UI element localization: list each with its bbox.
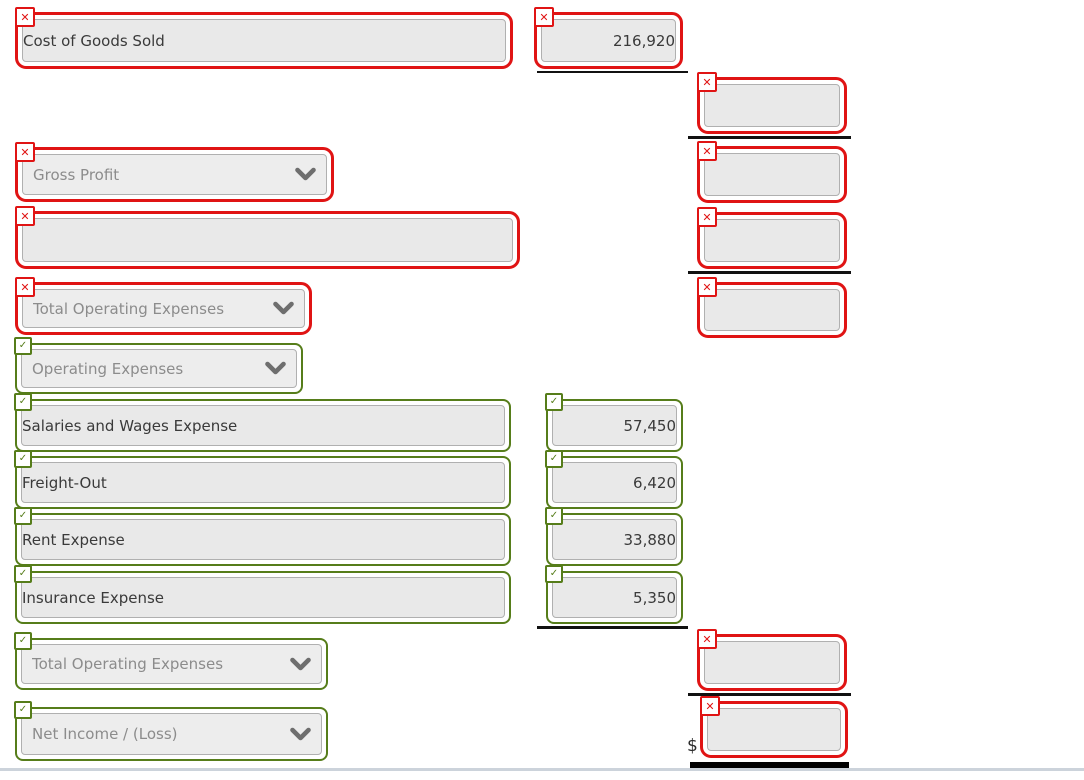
correct-check-icon: ✓ xyxy=(545,393,563,411)
gross-profit-amount-input[interactable] xyxy=(704,153,840,196)
correct-check-icon: ✓ xyxy=(14,507,32,525)
operating-expenses-select[interactable]: Operating Expenses xyxy=(21,349,297,388)
freight-out-amount-input[interactable] xyxy=(552,462,677,503)
freight-out-account-input[interactable] xyxy=(21,462,505,503)
insurance-amount-input[interactable] xyxy=(552,577,677,618)
anno-operating-expenses-select: ✓ Operating Expenses xyxy=(14,337,303,394)
correct-check-icon: ✓ xyxy=(14,450,32,468)
rent-account-input[interactable] xyxy=(21,519,505,560)
anno-freight-label: ✓ xyxy=(14,450,511,509)
anno-total-operating-expenses-select-2: ✓ Total Operating Expenses xyxy=(14,632,328,690)
chevron-down-icon xyxy=(290,727,311,740)
net-income-select[interactable]: Net Income / (Loss) xyxy=(21,713,322,755)
anno-insurance-amount: ✓ xyxy=(545,565,683,624)
total-operating-expenses-selected-value-1: Total Operating Expenses xyxy=(33,299,225,318)
incorrect-x-icon: ✕ xyxy=(697,72,717,92)
correct-check-icon: ✓ xyxy=(545,507,563,525)
anno-salaries-label: ✓ xyxy=(14,393,511,452)
chevron-down-icon xyxy=(290,657,311,670)
anno-blank-amount-2: ✕ xyxy=(697,207,847,269)
incorrect-x-icon: ✕ xyxy=(15,7,35,27)
blank-amount-input-3[interactable] xyxy=(704,289,840,331)
rent-amount-input[interactable] xyxy=(552,519,677,560)
correct-check-icon: ✓ xyxy=(14,393,32,411)
anno-rent-label: ✓ xyxy=(14,507,511,566)
incorrect-x-icon: ✕ xyxy=(697,277,717,297)
anno-rent-amount: ✓ xyxy=(545,507,683,566)
subtotal-rule xyxy=(688,136,851,139)
anno-freight-amount: ✓ xyxy=(545,450,683,509)
blank-amount-input-1[interactable] xyxy=(704,84,840,127)
anno-net-income-amount: ✕ xyxy=(700,696,848,758)
anno-blank-amount-1: ✕ xyxy=(697,72,847,134)
subtotal-rule xyxy=(537,71,688,73)
correct-check-icon: ✓ xyxy=(14,565,32,583)
gross-profit-selected-value: Gross Profit xyxy=(33,165,120,184)
anno-total-amount: ✕ xyxy=(697,629,847,691)
cogs-account-input[interactable] xyxy=(22,19,506,62)
net-income-amount-input[interactable] xyxy=(707,708,841,751)
cogs-amount-input[interactable] xyxy=(541,19,676,62)
anno-insurance-label: ✓ xyxy=(14,565,511,624)
subtotal-rule xyxy=(537,626,688,629)
anno-cogs-label: ✕ xyxy=(15,7,513,69)
correct-check-icon: ✓ xyxy=(14,337,32,355)
bottom-divider xyxy=(0,768,1084,771)
chevron-down-icon xyxy=(273,301,294,315)
chevron-down-icon xyxy=(295,167,316,181)
anno-cogs-amount: ✕ xyxy=(534,7,683,69)
incorrect-x-icon: ✕ xyxy=(534,7,554,27)
incorrect-x-icon: ✕ xyxy=(15,142,35,162)
total-operating-expenses-select-2[interactable]: Total Operating Expenses xyxy=(21,644,322,684)
anno-gross-profit-select: ✕ Gross Profit xyxy=(15,142,334,202)
total-operating-expenses-selected-value-2: Total Operating Expenses xyxy=(32,655,224,673)
anno-gross-profit-amount: ✕ xyxy=(697,141,847,203)
blank-account-input[interactable] xyxy=(22,218,513,262)
correct-check-icon: ✓ xyxy=(14,632,32,650)
correct-check-icon: ✓ xyxy=(545,565,563,583)
subtotal-rule xyxy=(688,693,851,696)
chevron-down-icon xyxy=(265,361,286,375)
salaries-amount-input[interactable] xyxy=(552,405,677,446)
anno-net-income-select: ✓ Net Income / (Loss) xyxy=(14,701,328,761)
grand-total-rule xyxy=(690,762,849,768)
insurance-account-input[interactable] xyxy=(21,577,505,618)
correct-check-icon: ✓ xyxy=(14,701,32,719)
incorrect-x-icon: ✕ xyxy=(15,277,35,297)
incorrect-x-icon: ✕ xyxy=(697,141,717,161)
salaries-account-input[interactable] xyxy=(21,405,505,446)
incorrect-x-icon: ✕ xyxy=(697,629,717,649)
currency-symbol: $ xyxy=(687,736,698,756)
operating-expenses-selected-value: Operating Expenses xyxy=(32,359,184,378)
subtotal-rule xyxy=(688,271,851,274)
anno-blank-amount-3: ✕ xyxy=(697,277,847,338)
anno-blank-account: ✕ xyxy=(15,206,520,269)
incorrect-x-icon: ✕ xyxy=(15,206,35,226)
anno-salaries-amount: ✓ xyxy=(545,393,683,452)
correct-check-icon: ✓ xyxy=(545,450,563,468)
anno-total-operating-expenses-select-1: ✕ Total Operating Expenses xyxy=(15,277,312,335)
total-operating-expenses-select-1[interactable]: Total Operating Expenses xyxy=(22,289,305,328)
blank-amount-input-2[interactable] xyxy=(704,219,840,262)
incorrect-x-icon: ✕ xyxy=(697,207,717,227)
net-income-selected-value: Net Income / (Loss) xyxy=(32,725,178,743)
total-operating-expenses-amount-input[interactable] xyxy=(704,641,840,684)
incorrect-x-icon: ✕ xyxy=(700,696,720,716)
gross-profit-select[interactable]: Gross Profit xyxy=(22,154,327,195)
